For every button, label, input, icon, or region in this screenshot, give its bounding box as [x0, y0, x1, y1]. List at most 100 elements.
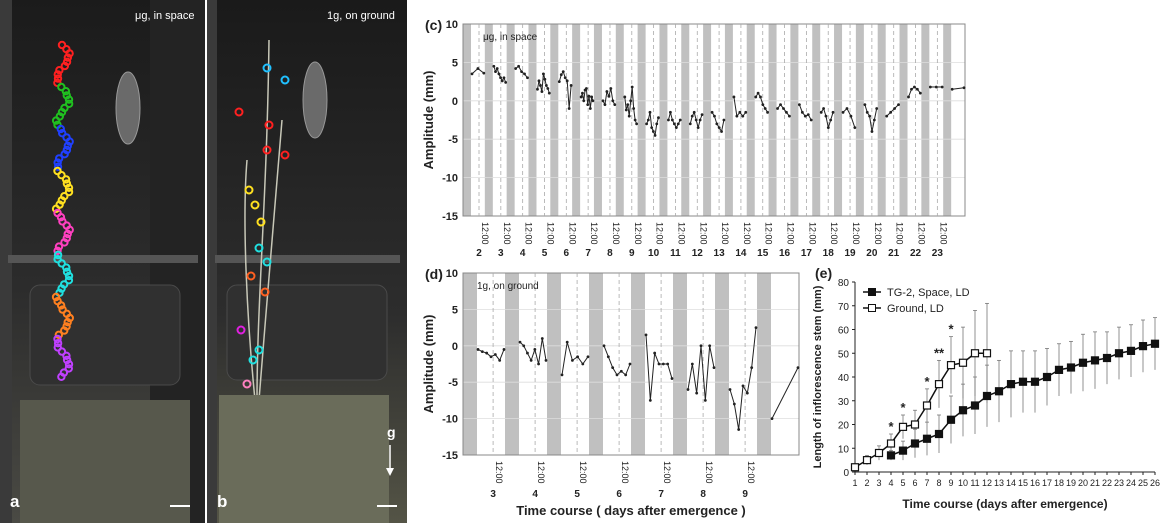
data-point [915, 87, 919, 91]
time-tick-label: 12:00 [829, 222, 839, 245]
tracking-dot [254, 243, 264, 253]
space-point [1066, 363, 1076, 372]
data-point [653, 351, 657, 355]
y-tick-label: -15 [442, 211, 458, 223]
y-tick-label: -15 [442, 450, 458, 462]
data-point [696, 126, 700, 130]
time-tick-label: 12:00 [746, 461, 756, 484]
data-point [655, 122, 659, 126]
data-point [499, 76, 502, 80]
ground-point [886, 439, 896, 448]
data-point [557, 80, 561, 83]
data-point [695, 391, 699, 395]
data-point [841, 110, 845, 114]
x-tick-label: 16 [1030, 478, 1040, 488]
data-point [800, 110, 804, 114]
data-point [690, 362, 694, 366]
amplitude-line [687, 345, 715, 401]
data-point [541, 72, 545, 76]
space-point [982, 391, 992, 401]
data-point [581, 91, 584, 95]
photo-panel-b: 1g, on ground g b [207, 0, 407, 523]
data-point [624, 108, 628, 112]
data-point [482, 71, 486, 75]
data-point [831, 110, 835, 114]
panel-label: (e) [815, 265, 832, 281]
tracking-dot [64, 99, 74, 109]
tracking-dot [62, 267, 72, 276]
x-tick-label: 1 [852, 478, 857, 488]
tracking-dot [53, 250, 63, 260]
day-tick-label: 17 [801, 248, 813, 259]
data-point [667, 118, 670, 122]
data-point [653, 133, 657, 137]
space-point [970, 401, 980, 410]
tracking-dot [260, 287, 270, 297]
x-tick-label: 3 [876, 478, 881, 488]
data-point [853, 126, 857, 130]
space-point [946, 415, 956, 424]
data-point [602, 344, 606, 348]
data-point [770, 417, 774, 420]
tracking-dot [61, 175, 71, 184]
night-band [463, 273, 477, 455]
time-tick-label: 12:00 [742, 222, 752, 245]
data-point [613, 103, 617, 107]
space-point [886, 451, 896, 460]
amplitude-line [771, 367, 799, 419]
data-point [819, 110, 823, 114]
x-tick-label: 24 [1126, 478, 1136, 488]
data-point [885, 114, 889, 118]
data-point [732, 95, 736, 99]
night-band [877, 24, 886, 216]
data-point [797, 103, 801, 107]
space-point [1102, 353, 1112, 363]
amplitude-line [561, 342, 589, 375]
x-tick-label: 19 [1066, 478, 1076, 488]
data-point [611, 99, 615, 103]
data-point [661, 362, 665, 366]
night-band [943, 24, 952, 216]
data-point [626, 103, 630, 107]
x-tick-label: 25 [1138, 478, 1148, 488]
data-point [518, 340, 522, 344]
data-point [934, 85, 938, 89]
tracking-dot [262, 145, 272, 155]
night-band [681, 24, 690, 216]
night-band [724, 24, 733, 216]
data-point [759, 95, 762, 99]
data-point [537, 362, 540, 366]
data-point [495, 67, 499, 70]
data-point [559, 73, 563, 77]
ground-point [982, 349, 992, 358]
time-tick-label: 12:00 [704, 461, 714, 484]
x-tick-label: 18 [1054, 478, 1064, 488]
time-tick-label: 12:00 [589, 222, 599, 245]
amplitude-line [519, 338, 547, 365]
x-tick-label: 21 [1090, 478, 1100, 488]
day-tick-label: 18 [823, 248, 835, 259]
data-point [713, 114, 716, 118]
data-point [803, 114, 807, 118]
data-point [651, 130, 655, 133]
time-tick-label: 12:00 [502, 222, 512, 245]
day-tick-label: 15 [757, 248, 769, 259]
data-point [672, 122, 676, 126]
data-point [754, 326, 758, 329]
y-tick-label: 80 [838, 278, 850, 289]
tracking-dot [58, 217, 67, 226]
data-point [700, 113, 704, 117]
data-point [615, 373, 619, 377]
data-point [648, 399, 652, 402]
tracking-dot [57, 259, 66, 268]
night-band [659, 24, 668, 216]
amplitude-line [886, 104, 899, 117]
x-tick-label: 9 [948, 478, 953, 488]
data-point [632, 107, 636, 110]
data-point [581, 362, 585, 366]
data-point [611, 366, 615, 370]
amplitude-line [864, 104, 878, 132]
time-tick-label: 12:00 [524, 222, 534, 245]
x-tick-label: 6 [912, 478, 917, 488]
photo-panel-a: μg, in space a [0, 0, 205, 523]
